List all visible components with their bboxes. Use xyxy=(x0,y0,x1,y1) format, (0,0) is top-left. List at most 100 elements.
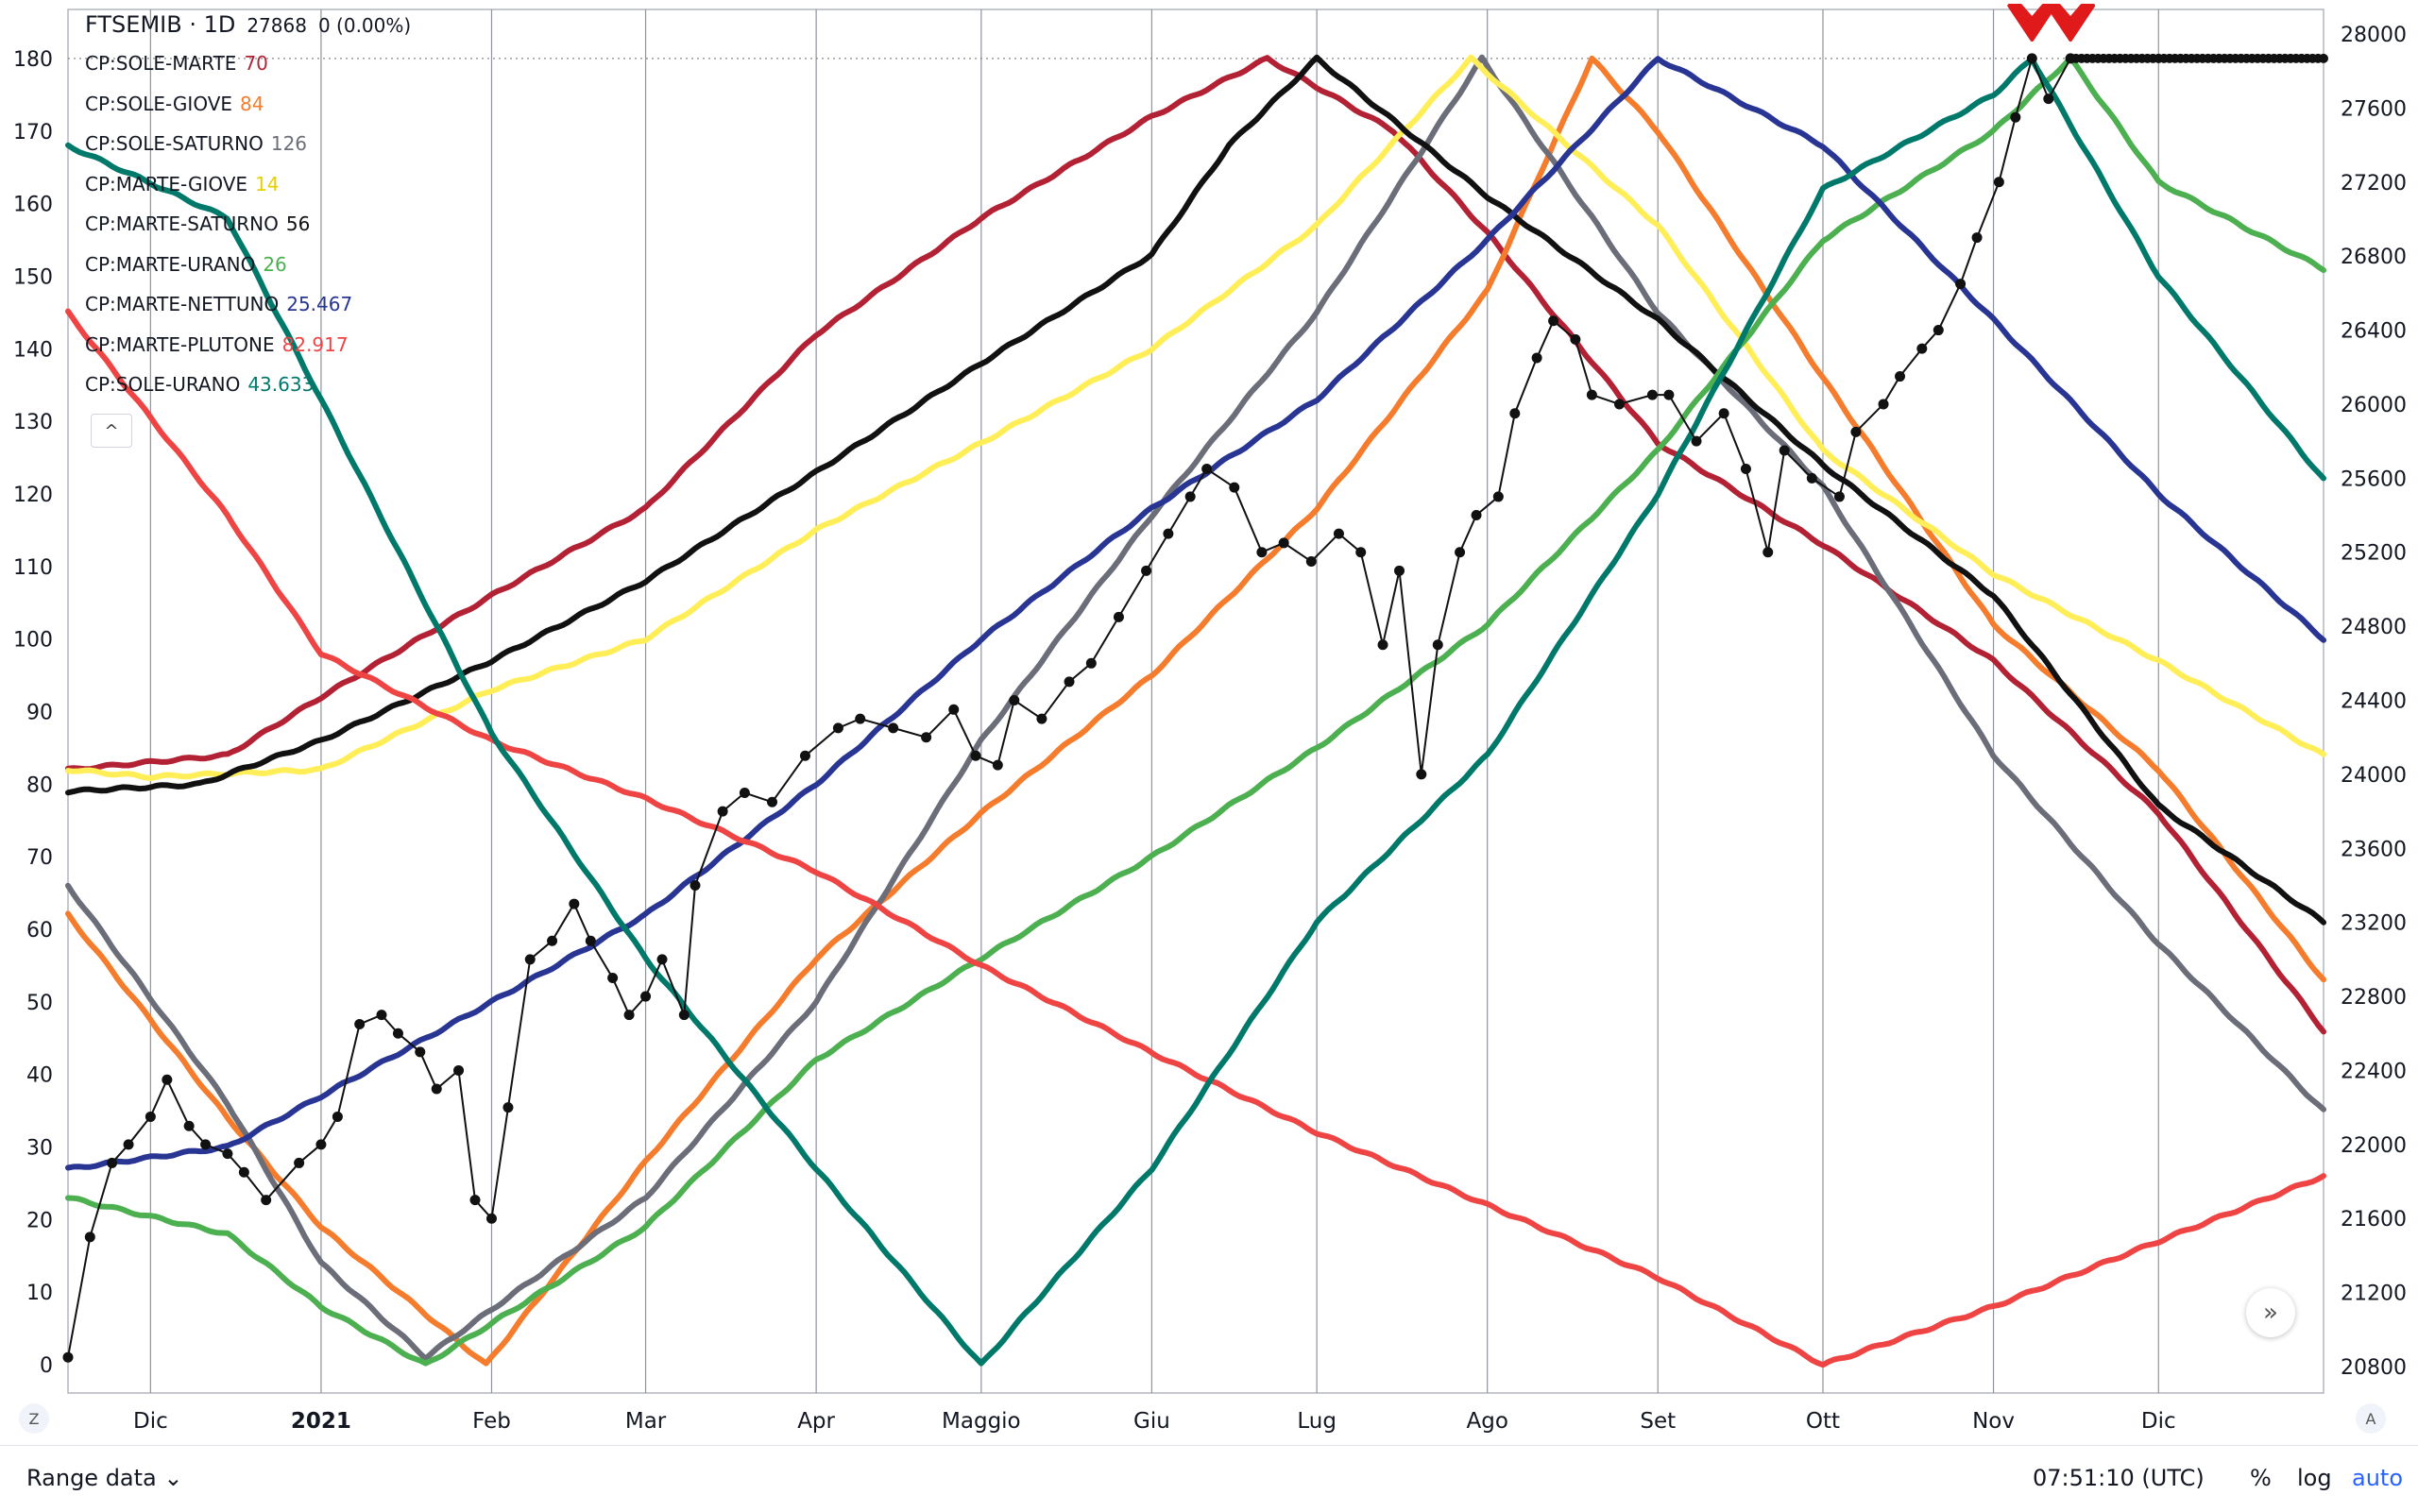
left-tick-label: 80 xyxy=(26,773,53,797)
left-tick-label: 90 xyxy=(26,702,53,725)
right-tick-label: 22800 xyxy=(2341,986,2407,1010)
symbol-header: FTSEMIB · 1D 27868 0 (0.00%) xyxy=(85,11,411,38)
legend-item-value: 26 xyxy=(263,252,287,276)
left-tick-label: 150 xyxy=(13,266,53,290)
price-point xyxy=(2043,93,2054,105)
left-tick-label: 60 xyxy=(26,919,53,943)
price-point xyxy=(1779,445,1790,456)
price-point xyxy=(261,1195,272,1206)
left-tick-label: 110 xyxy=(13,556,53,580)
price-point xyxy=(1806,472,1817,484)
legend-item-name: CP:MARTE-SATURNO xyxy=(85,212,279,235)
legend-item-value: 14 xyxy=(255,172,280,195)
price-point xyxy=(1416,769,1427,780)
legend-item-name: CP:SOLE-SATURNO xyxy=(85,132,264,155)
right-tick-label: 26000 xyxy=(2341,394,2407,417)
legend-item[interactable]: CP:MARTE-URANO 26 xyxy=(85,245,411,285)
price-point xyxy=(640,991,652,1002)
price-point xyxy=(1933,325,1944,336)
price-point xyxy=(1740,464,1751,475)
right-tick-label: 23200 xyxy=(2341,912,2407,936)
price-point xyxy=(1691,435,1702,447)
right-tick-label: 26400 xyxy=(2341,320,2407,344)
legend-item-name: CP:MARTE-URANO xyxy=(85,252,256,276)
price-point xyxy=(1333,528,1344,539)
price-point xyxy=(1009,695,1020,705)
price-point xyxy=(1394,565,1405,576)
price-point xyxy=(222,1148,233,1160)
x-tick-label: Apr xyxy=(797,1409,835,1434)
price-point xyxy=(1570,333,1581,345)
chart-canvas[interactable]: Dic 2021 Feb Mar Apr Maggio Giu Lug Ago Set Ott Nov… xyxy=(0,0,2418,1445)
auto-scale-icon[interactable]: A xyxy=(2356,1403,2386,1434)
price-point xyxy=(453,1064,465,1076)
legend-item[interactable]: CP:SOLE-URANO 43.633 xyxy=(85,365,411,405)
price-point xyxy=(855,713,866,724)
projection-point xyxy=(2319,53,2328,63)
percent-scale-button[interactable]: % xyxy=(2250,1465,2272,1491)
price-point xyxy=(1850,426,1862,437)
price-point xyxy=(1471,510,1482,521)
left-tick-label: 140 xyxy=(13,338,53,362)
legend-item[interactable]: CP:SOLE-SATURNO 126 xyxy=(85,124,411,164)
price-point xyxy=(1163,528,1174,539)
legend-item[interactable]: CP:MARTE-SATURNO 56 xyxy=(85,204,411,245)
price-point xyxy=(547,935,558,946)
price-point xyxy=(415,1046,426,1058)
right-tick-label: 27600 xyxy=(2341,97,2407,121)
price-point xyxy=(948,704,960,715)
right-tick-label: 21200 xyxy=(2341,1283,2407,1306)
utc-clock[interactable]: 07:51:10 (UTC) xyxy=(2033,1465,2205,1491)
legend-item[interactable]: CP:MARTE-PLUTONE 82.917 xyxy=(85,325,411,365)
x-tick-label: Nov xyxy=(1972,1409,2015,1434)
left-tick-label: 10 xyxy=(26,1282,53,1305)
price-change: 0 (0.00%) xyxy=(317,14,412,37)
price-point xyxy=(1718,408,1729,419)
auto-scale-button[interactable]: auto xyxy=(2352,1465,2404,1491)
range-data-label: Range data xyxy=(26,1465,157,1491)
price-point xyxy=(585,935,596,946)
legend-item[interactable]: CP:MARTE-GIOVE 14 xyxy=(85,164,411,205)
legend-item[interactable]: CP:MARTE-NETTUNO 25.467 xyxy=(85,284,411,325)
symbol-title[interactable]: FTSEMIB · 1D xyxy=(85,11,236,38)
price-point xyxy=(832,722,843,734)
price-point xyxy=(1141,565,1152,576)
scroll-to-realtime-icon[interactable]: » xyxy=(2246,1288,2295,1337)
series-line xyxy=(65,54,2326,1362)
price-point xyxy=(623,1010,635,1021)
left-tick-label: 180 xyxy=(13,48,53,72)
x-tick-label: 2021 xyxy=(291,1409,351,1434)
legend-item[interactable]: CP:SOLE-GIOVE 84 xyxy=(85,84,411,125)
price-point xyxy=(431,1083,442,1095)
legend-item[interactable]: CP:SOLE-MARTE 70 xyxy=(85,43,411,84)
price-point xyxy=(1113,611,1124,622)
price-point xyxy=(469,1195,481,1206)
range-data-button[interactable]: Range data ⌄ xyxy=(26,1465,183,1491)
x-tick-label: Set xyxy=(1640,1409,1676,1434)
price-point xyxy=(502,1102,514,1113)
price-point xyxy=(717,806,728,817)
zoom-reset-icon[interactable]: Z xyxy=(19,1403,49,1434)
price-point xyxy=(62,1351,74,1363)
price-point xyxy=(1531,352,1542,364)
price-point xyxy=(145,1111,156,1122)
log-scale-button[interactable]: log xyxy=(2297,1465,2332,1491)
price-point xyxy=(992,759,1003,771)
collapse-legend-button[interactable]: ^ xyxy=(91,414,132,448)
right-tick-label: 22000 xyxy=(2341,1134,2407,1158)
chevron-down-icon: ⌄ xyxy=(163,1465,183,1491)
price-point xyxy=(1377,639,1388,651)
series-line xyxy=(65,308,2326,1368)
legend-item-name: CP:SOLE-GIOVE xyxy=(85,92,233,115)
legend-item-name: CP:MARTE-PLUTONE xyxy=(85,332,275,356)
legend-item-value: 82.917 xyxy=(281,332,349,356)
price-point xyxy=(569,898,580,909)
left-tick-label: 20 xyxy=(26,1209,53,1232)
legend-item-name: CP:SOLE-MARTE xyxy=(85,52,237,75)
x-tick-label: Giu xyxy=(1133,1409,1170,1434)
price-point xyxy=(656,954,668,965)
price-point xyxy=(1971,232,1983,244)
left-tick-label: 160 xyxy=(13,194,53,217)
right-tick-label: 24000 xyxy=(2341,764,2407,788)
x-tick-label: Maggio xyxy=(942,1409,1021,1434)
